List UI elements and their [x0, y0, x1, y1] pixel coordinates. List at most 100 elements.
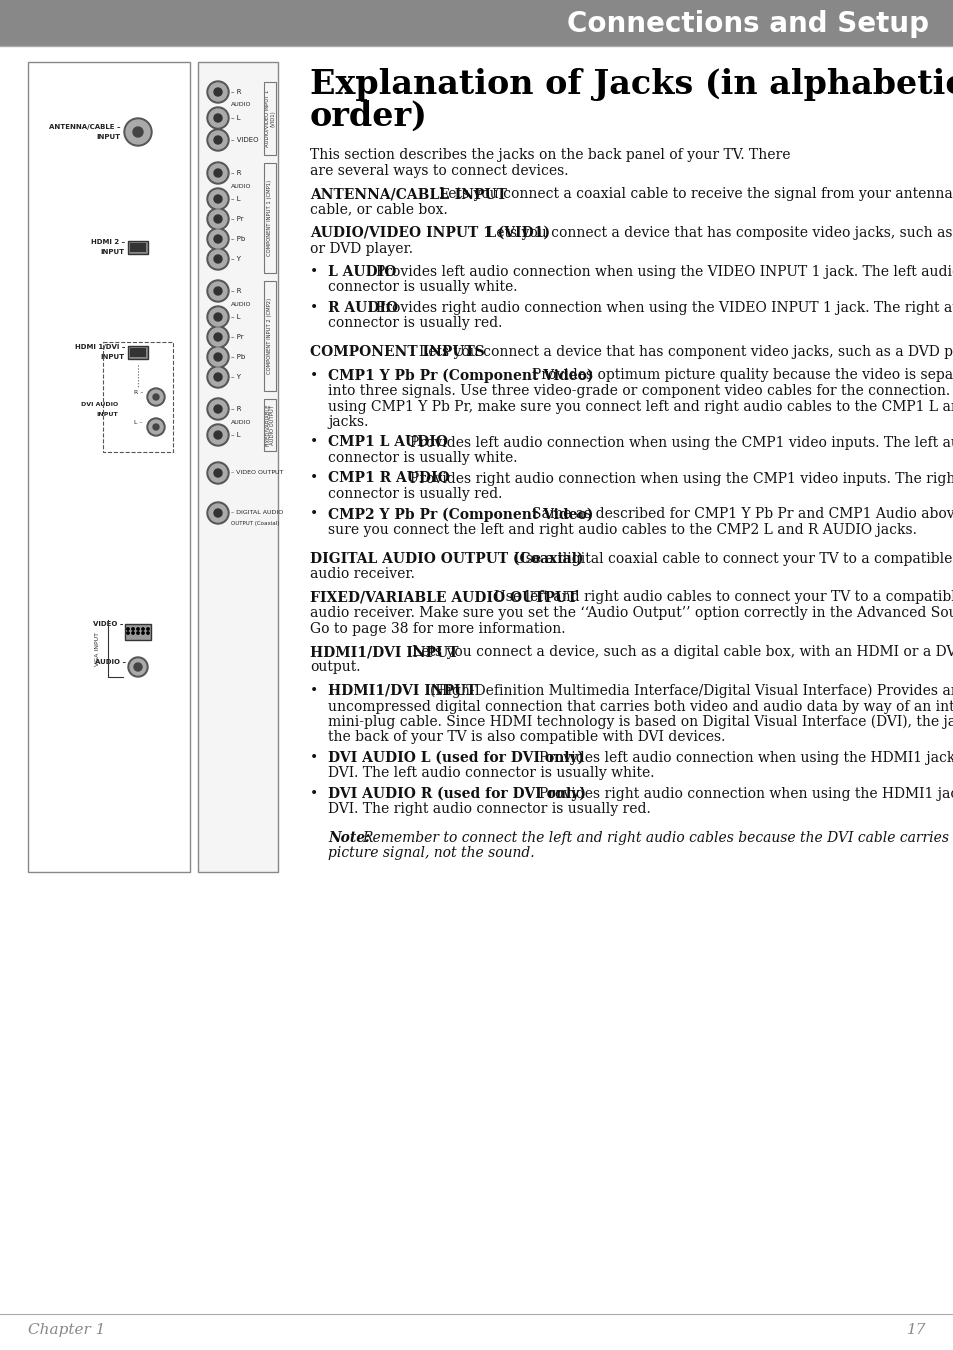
Circle shape [207, 424, 229, 446]
Text: •: • [310, 265, 318, 279]
Text: HDMI1/DVI INPUT: HDMI1/DVI INPUT [310, 645, 458, 659]
Text: COMPONENT INPUTS: COMPONENT INPUTS [310, 346, 484, 359]
Circle shape [209, 163, 227, 182]
Circle shape [207, 398, 229, 420]
Text: – R: – R [231, 170, 241, 176]
Text: INPUT: INPUT [97, 134, 121, 140]
Circle shape [213, 255, 222, 263]
Circle shape [213, 352, 222, 360]
Bar [264, 82, 275, 155]
Text: INPUT: INPUT [101, 248, 125, 255]
Circle shape [213, 431, 222, 439]
Text: AUDIO: AUDIO [231, 301, 252, 306]
Circle shape [209, 282, 227, 300]
Text: – L: – L [231, 432, 240, 437]
Text: HDMI 1/DVI –: HDMI 1/DVI – [74, 344, 125, 350]
Text: jacks.: jacks. [328, 414, 368, 429]
Text: order): order) [310, 100, 428, 134]
Text: ANTENNA/CABLE INPUT: ANTENNA/CABLE INPUT [310, 188, 506, 201]
Text: COMPONENT INPUT 1 (CMP1): COMPONENT INPUT 1 (CMP1) [267, 180, 273, 256]
Circle shape [213, 169, 222, 177]
Text: OUTPUT (Coaxial): OUTPUT (Coaxial) [231, 521, 279, 525]
Text: – L: – L [231, 196, 240, 202]
Text: Go to page 38 for more information.: Go to page 38 for more information. [310, 621, 565, 636]
Circle shape [207, 228, 229, 250]
Circle shape [132, 632, 134, 634]
Text: – VIDEO OUTPUT: – VIDEO OUTPUT [231, 471, 283, 475]
Text: HDMI1/DVI INPUT: HDMI1/DVI INPUT [328, 684, 476, 698]
Text: output.: output. [310, 660, 360, 675]
Text: DVI. The right audio connector is usually red.: DVI. The right audio connector is usuall… [328, 802, 650, 817]
Circle shape [147, 387, 165, 406]
Circle shape [142, 632, 144, 634]
Text: AUDIO –: AUDIO – [95, 659, 126, 666]
Bar [130, 243, 146, 251]
Text: FIXED/VARIABLE AUDIO OUTPUT: FIXED/VARIABLE AUDIO OUTPUT [310, 590, 577, 605]
Circle shape [213, 194, 222, 202]
Bar [264, 400, 275, 451]
Circle shape [149, 420, 163, 433]
Circle shape [124, 117, 152, 146]
Text: DVI AUDIO R (used for DVI only): DVI AUDIO R (used for DVI only) [328, 787, 585, 802]
Text: DVI AUDIO L (used for DVI only): DVI AUDIO L (used for DVI only) [328, 751, 583, 765]
Text: mini-plug cable. Since HDMI technology is based on Digital Visual Interface (DVI: mini-plug cable. Since HDMI technology i… [328, 716, 953, 729]
Circle shape [132, 628, 134, 630]
Text: audio receiver.: audio receiver. [310, 567, 415, 580]
Text: connector is usually white.: connector is usually white. [328, 281, 517, 294]
Circle shape [147, 628, 149, 630]
Circle shape [213, 136, 222, 144]
Circle shape [209, 348, 227, 366]
Circle shape [209, 328, 227, 346]
Text: Same as described for CMP1 Y Pb Pr and CMP1 Audio above. Make: Same as described for CMP1 Y Pb Pr and C… [532, 508, 953, 521]
Circle shape [149, 390, 163, 404]
Circle shape [130, 659, 146, 675]
Text: R AUDIO: R AUDIO [328, 301, 397, 315]
Bar [264, 163, 275, 273]
Text: – R: – R [231, 89, 241, 95]
Text: Connections and Setup: Connections and Setup [566, 9, 928, 38]
Circle shape [207, 130, 229, 151]
Text: FIXED/VARIABLE
AUDIO OUTPUT: FIXED/VARIABLE AUDIO OUTPUT [264, 404, 275, 447]
Text: DVI. The left audio connector is usually white.: DVI. The left audio connector is usually… [328, 767, 654, 780]
Circle shape [207, 325, 229, 348]
Circle shape [213, 313, 222, 321]
Circle shape [152, 424, 159, 431]
Circle shape [209, 131, 227, 148]
Circle shape [207, 248, 229, 270]
Circle shape [213, 468, 222, 477]
Circle shape [213, 509, 222, 517]
Circle shape [207, 366, 229, 387]
Text: ANTENNA/CABLE –: ANTENNA/CABLE – [50, 124, 121, 130]
Text: •: • [310, 684, 318, 698]
Circle shape [136, 628, 139, 630]
Text: •: • [310, 751, 318, 765]
Circle shape [127, 628, 129, 630]
Text: HDMI 2 –: HDMI 2 – [91, 239, 125, 244]
Text: Lets you connect a device, such as a digital cable box, with an HDMI or a DVI: Lets you connect a device, such as a dig… [412, 645, 953, 659]
Bar [128, 346, 148, 359]
Text: •: • [310, 787, 318, 801]
Text: Provides optimum picture quality because the video is separated: Provides optimum picture quality because… [532, 369, 953, 382]
Text: cable, or cable box.: cable, or cable box. [310, 202, 447, 216]
Text: 17: 17 [905, 1323, 925, 1336]
Text: – Pb: – Pb [231, 354, 245, 360]
Bar [130, 347, 146, 356]
Circle shape [213, 333, 222, 342]
Circle shape [209, 427, 227, 444]
Circle shape [207, 81, 229, 103]
Circle shape [213, 405, 222, 413]
Text: picture signal, not the sound.: picture signal, not the sound. [328, 846, 534, 860]
Bar [128, 240, 148, 254]
Circle shape [213, 215, 222, 223]
Text: AUDIO: AUDIO [231, 184, 252, 189]
Circle shape [207, 279, 229, 302]
Text: AUDIO: AUDIO [231, 103, 252, 108]
Circle shape [209, 230, 227, 248]
Text: COMPONENT INPUT 2 (CMP2): COMPONENT INPUT 2 (CMP2) [267, 298, 273, 374]
Text: Provides right audio connection when using the CMP1 video inputs. The right audi: Provides right audio connection when usi… [409, 471, 953, 486]
Text: VGA INPUT: VGA INPUT [95, 633, 100, 667]
Text: – DIGITAL AUDIO: – DIGITAL AUDIO [231, 510, 283, 516]
Circle shape [142, 628, 144, 630]
Text: using CMP1 Y Pb Pr, make sure you connect left and right audio cables to the CMP: using CMP1 Y Pb Pr, make sure you connec… [328, 400, 953, 413]
Bar [125, 624, 151, 640]
